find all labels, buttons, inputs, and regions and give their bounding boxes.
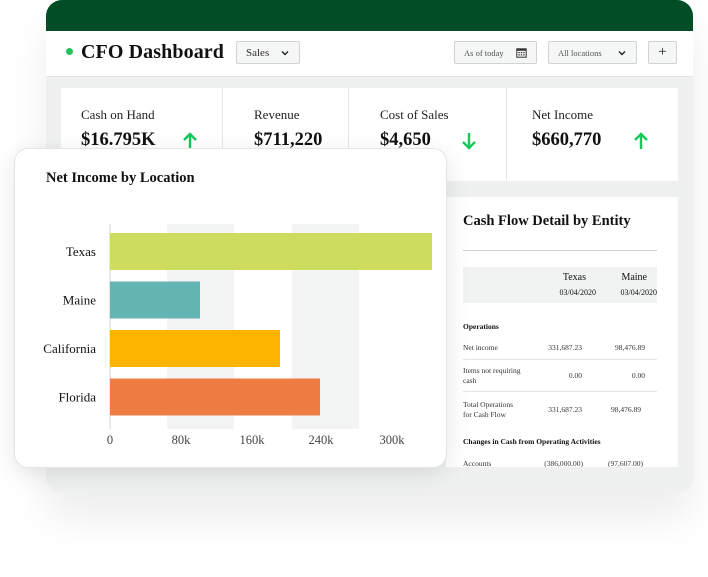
x-tick-label: 0 <box>107 433 113 447</box>
cell-value: 331,687.23 <box>548 343 582 352</box>
row-label: Items not requiring cash <box>463 366 521 385</box>
cell-value: 0.00 <box>568 371 582 380</box>
arrow-up-icon <box>634 132 648 149</box>
cash-flow-table-header: Texas Maine 03/04/2020 03/04/2020 <box>463 267 657 303</box>
view-select-value: Sales <box>246 46 270 59</box>
category-label: Florida <box>58 390 96 405</box>
add-button[interactable]: + <box>648 41 677 64</box>
arrow-up-icon <box>183 132 197 149</box>
cell-value: 98,476.89 <box>615 343 645 352</box>
kpi-label: Cash on Hand <box>81 107 155 122</box>
bar-california[interactable] <box>110 330 280 367</box>
row-label: Total Operations for Cash Flow <box>463 400 514 419</box>
cell-value: 98,476.89 <box>611 405 641 414</box>
kpi-value: $660,770 <box>532 130 602 150</box>
row-divider <box>463 359 657 360</box>
category-label: California <box>43 341 96 356</box>
category-label: Texas <box>66 244 96 259</box>
bar-chart: Texas Maine California Florida 0 80k 160k 240k 3… <box>43 224 432 447</box>
status-dot <box>66 48 73 55</box>
page-title: CFO Dashboard <box>81 41 224 63</box>
calendar-icon <box>516 48 527 58</box>
divider <box>463 250 657 251</box>
section-title: Changes in Cash from Operating Activitie… <box>463 437 601 446</box>
column-header-date: 03/04/2020 <box>559 288 596 297</box>
cell-value: (97,607.00) <box>608 459 643 467</box>
bar-florida[interactable] <box>110 378 320 416</box>
row-label: Net income <box>463 343 498 352</box>
kpi-label: Cost of Sales <box>380 107 449 122</box>
chevron-down-icon <box>618 50 626 55</box>
kpi-label: Net Income <box>532 107 594 122</box>
kpi-value: $4,650 <box>380 130 431 150</box>
chevron-down-icon <box>281 50 289 55</box>
view-select[interactable]: Sales <box>236 41 300 64</box>
arrow-down-icon <box>462 133 476 150</box>
bar-maine[interactable] <box>110 281 200 319</box>
kpi-value: $16.795K <box>81 130 156 150</box>
section-title: Operations <box>463 322 499 331</box>
bar-texas[interactable] <box>110 233 432 270</box>
column-header-entity[interactable]: Maine <box>621 272 647 283</box>
kpi-card-cost-of-sales[interactable]: Cost of Sales $4,650 <box>349 88 507 181</box>
cash-flow-panel: Cash Flow Detail by Entity Texas Maine 0… <box>446 197 678 467</box>
dashboard-header: CFO Dashboard Sales As of today All loca… <box>46 31 693 77</box>
date-select-value: As of today <box>464 47 504 58</box>
column-header-entity[interactable]: Texas <box>562 272 586 283</box>
cell-value: 331,687.23 <box>548 405 582 414</box>
row-divider <box>463 391 657 392</box>
kpi-card-revenue[interactable]: Revenue $711,220 <box>223 88 349 181</box>
x-tick-label: 240k <box>309 433 335 447</box>
net-income-chart-card: Net Income by Location Texas Maine Califor… <box>14 148 447 468</box>
cell-value: 0.00 <box>631 371 645 380</box>
top-bar <box>46 0 693 31</box>
location-select[interactable]: All locations <box>548 41 637 64</box>
chart-title: Net Income by Location <box>46 170 195 186</box>
kpi-card-cash-on-hand[interactable]: Cash on Hand $16.795K <box>61 88 223 181</box>
kpi-card-net-income[interactable]: Net Income $660,770 <box>507 88 678 181</box>
date-select[interactable]: As of today <box>454 41 537 64</box>
category-label: Maine <box>63 293 96 308</box>
kpi-label: Revenue <box>254 107 300 122</box>
kpi-value: $711,220 <box>254 130 323 150</box>
column-header-date: 03/04/2020 <box>620 288 657 297</box>
x-tick-label: 160k <box>240 433 266 447</box>
cell-value: (386,000.00) <box>544 459 583 467</box>
x-tick-label: 300k <box>380 433 406 447</box>
cash-flow-title: Cash Flow Detail by Entity <box>463 213 631 229</box>
x-tick-label: 80k <box>172 433 192 447</box>
location-select-value: All locations <box>558 47 602 58</box>
row-label: Accounts <box>463 459 492 467</box>
